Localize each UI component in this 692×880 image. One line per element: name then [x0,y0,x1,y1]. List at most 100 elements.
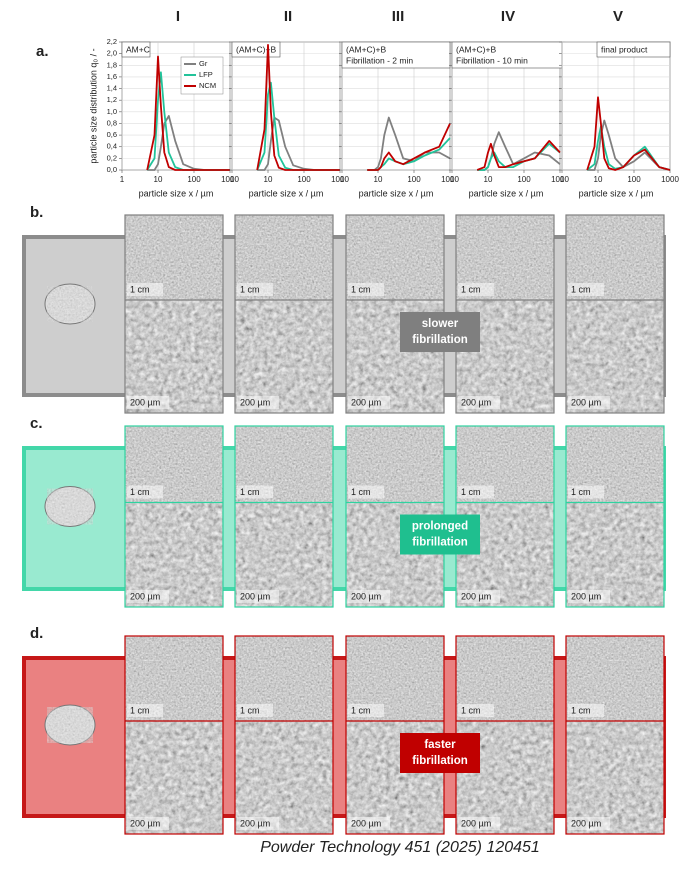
sem-frame [234,214,334,414]
scale-bar-label: 200 µm [571,591,601,601]
note-text: fibrillation [412,334,468,346]
scale-box [568,283,604,296]
scale-box [568,485,604,499]
x-axis-label: particle size x / µm [359,188,434,198]
x-axis-label: particle size x / µm [579,188,654,198]
scale-bar-label: 1 cm [351,705,371,715]
scale-bar-label: 1 cm [351,487,371,497]
scale-box [458,396,500,409]
scale-bar-label: 200 µm [571,397,601,407]
x-tick-label: 1 [230,175,235,184]
scale-bar-label: 1 cm [351,284,371,294]
annotation-box [341,41,451,69]
sem-frame [234,425,334,608]
y-tick-label: 1,4 [107,84,117,93]
scale-bar-label: 1 cm [240,284,260,294]
annotation: (AM+C)+B [456,44,496,54]
scale-bar-label: 200 µm [351,591,381,601]
annotation: AM+C [126,44,150,54]
y-tick-label: 2,0 [107,49,117,58]
scale-box [568,704,604,717]
scale-box [237,485,273,499]
scale-box [458,590,500,603]
y-axis-label: particle size distribution q₀ / - [88,48,98,163]
x-tick-label: 1000 [331,175,349,184]
scale-bar-label: 200 µm [351,818,381,828]
sem-image-bottom-texture [125,502,223,607]
sem-image-bottom-texture [125,721,223,834]
scale-box [348,704,384,717]
scale-box [127,590,169,603]
x-tick-label: 1000 [661,175,679,184]
column-header: I [176,8,180,25]
x-axis-label: particle size x / µm [469,188,544,198]
sem-image-bottom-texture [566,721,664,834]
sem-frame [234,635,334,835]
scale-box [458,817,500,830]
scale-bar-label: 200 µm [351,397,381,407]
sem-image-bottom-texture [566,300,664,413]
scale-box [237,396,279,409]
x-tick-label: 1 [450,175,455,184]
scale-bar-label: 1 cm [571,705,591,715]
sem-image-bottom-texture [235,721,333,834]
sem-frame [565,425,665,608]
y-tick-label: 0,0 [107,165,117,174]
x-axis-label: particle size x / µm [139,188,214,198]
scale-bar-label: 1 cm [130,284,150,294]
scale-box [237,817,279,830]
x-tick-label: 1 [120,175,125,184]
scale-box [237,283,273,296]
y-tick-label: 0,4 [107,142,117,151]
scale-box [237,704,273,717]
data-line [367,123,451,171]
panel-label: d. [30,625,43,642]
scale-bar-label: 1 cm [461,705,481,715]
particle-texture [47,707,93,743]
scale-bar-label: 200 µm [461,397,491,407]
panel-label: a. [36,43,49,60]
note-box [400,514,480,555]
annotation: (AM+C)+B [346,44,386,54]
x-tick-label: 10 [484,175,493,184]
scale-bar-label: 200 µm [240,591,270,601]
scale-box [127,704,163,717]
legend-label: LFP [199,70,213,79]
column-header: III [392,8,405,25]
x-tick-label: 1000 [441,175,459,184]
x-tick-label: 100 [407,175,421,184]
y-tick-label: 0,2 [107,153,117,162]
y-tick-label: 0,6 [107,130,117,139]
panel-label: b. [30,204,43,221]
scale-box [348,590,390,603]
annotation: final product [601,44,648,54]
x-tick-label: 100 [297,175,311,184]
scale-box [458,283,494,296]
sem-image-bottom-texture [125,300,223,413]
scale-bar-label: 200 µm [461,818,491,828]
scale-bar-label: 200 µm [130,818,160,828]
scale-bar-label: 1 cm [130,487,150,497]
data-line [146,55,230,171]
scale-box [568,817,610,830]
x-tick-label: 10 [594,175,603,184]
scale-bar-label: 200 µm [130,591,160,601]
sem-frame [124,214,224,414]
data-line [476,140,561,171]
x-tick-label: 100 [517,175,531,184]
x-tick-label: 1 [560,175,565,184]
column-header: IV [501,8,515,25]
note-text: faster [424,739,456,751]
data-line [586,125,671,171]
annotation: (AM+C)+B [236,44,276,54]
sem-frame [565,635,665,835]
x-tick-label: 10 [374,175,383,184]
sem-frame [565,214,665,414]
scale-bar-label: 200 µm [240,818,270,828]
scale-box [568,396,610,409]
note-text: fibrillation [412,755,468,767]
legend-label: Gr [199,59,208,68]
scale-bar-label: 1 cm [461,487,481,497]
particle-texture [47,286,93,322]
